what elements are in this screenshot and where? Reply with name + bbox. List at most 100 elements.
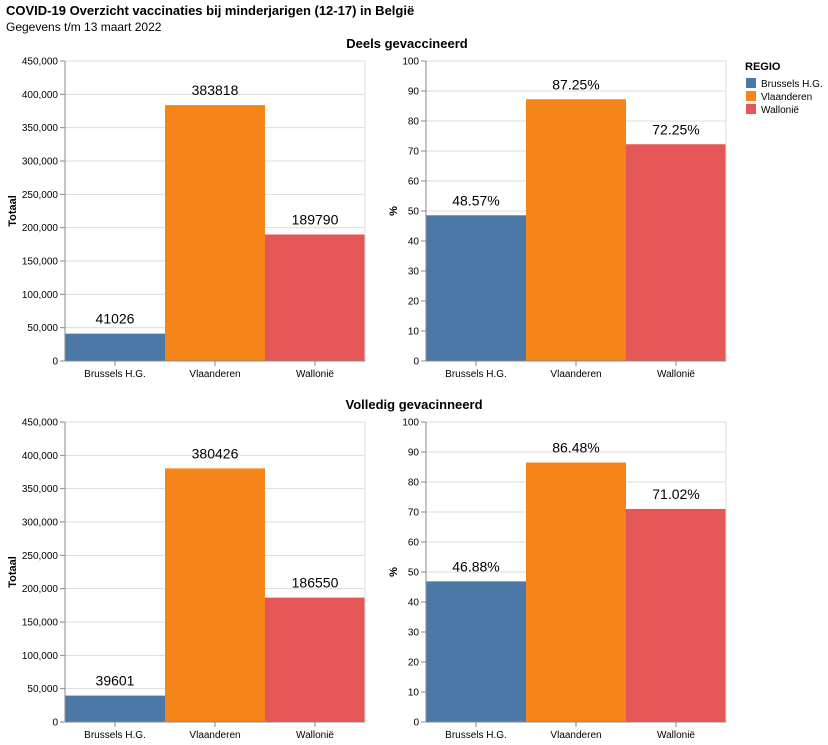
y-tick-label: 90 [408, 87, 420, 98]
y-tick-label: 50,000 [27, 323, 58, 334]
y-tick-label: 0 [413, 357, 419, 368]
y-tick-label: 400,000 [22, 451, 59, 462]
y-tick-label: 30 [408, 628, 420, 639]
y-tick-label: 50,000 [27, 684, 58, 695]
y-tick-label: 80 [408, 478, 420, 489]
y-tick-label: 60 [408, 538, 420, 549]
legend-label: Vlaanderen [761, 92, 812, 103]
y-tick-label: 350,000 [22, 123, 59, 134]
y-tick-label: 250,000 [22, 551, 59, 562]
x-tick-label: Brussels H.G. [84, 369, 146, 380]
x-tick-label: Wallonië [296, 369, 334, 380]
bar [626, 508, 726, 722]
bar [526, 99, 626, 361]
y-tick-label: 100 [402, 57, 419, 68]
page-subtitle: Gegevens t/m 13 maart 2022 [6, 20, 162, 34]
bar [65, 695, 165, 722]
bar [165, 468, 265, 722]
legend-title: REGIO [745, 61, 781, 73]
legend-swatch [746, 104, 756, 114]
y-tick-label: 150,000 [22, 257, 59, 268]
bar [526, 462, 626, 722]
data-label: 72.25% [652, 121, 699, 137]
y-axis-title: % [388, 206, 400, 216]
y-tick-label: 200,000 [22, 584, 59, 595]
y-tick-label: 40 [408, 598, 420, 609]
y-axis-title: Totaal [7, 195, 19, 227]
y-axis-title: Totaal [7, 556, 19, 588]
data-label: 380426 [192, 445, 239, 461]
y-tick-label: 50 [408, 568, 420, 579]
x-tick-label: Wallonië [657, 369, 695, 380]
chart-panel: 0 10 20 30 40 50 60 70 80 90 100 48.57% 87.25% 72.25%… [388, 57, 727, 380]
legend-swatch [746, 78, 756, 88]
x-tick-label: Vlaanderen [550, 730, 601, 741]
y-tick-label: 70 [408, 147, 420, 158]
bar [626, 144, 726, 361]
chart-panel: 0 10 20 30 40 50 60 70 80 90 100 46.88% 86.48% 71.02%… [388, 418, 727, 741]
legend-items: Brussels H.G. Vlaanderen Wallonië [746, 78, 823, 116]
legend-swatch [746, 91, 756, 101]
x-tick-label: Brussels H.G. [445, 369, 507, 380]
data-label: 39601 [96, 673, 135, 689]
y-tick-label: 150,000 [22, 618, 59, 629]
y-tick-label: 0 [413, 718, 419, 729]
y-tick-label: 40 [408, 237, 420, 248]
y-tick-label: 80 [408, 117, 420, 128]
y-tick-label: 10 [408, 688, 420, 699]
y-tick-label: 350,000 [22, 484, 59, 495]
y-tick-label: 400,000 [22, 90, 59, 101]
legend-label: Brussels H.G. [761, 79, 823, 90]
y-tick-label: 250,000 [22, 190, 59, 201]
y-tick-label: 300,000 [22, 157, 59, 168]
x-tick-label: Wallonië [296, 730, 334, 741]
y-tick-label: 100,000 [22, 651, 59, 662]
y-tick-label: 10 [408, 327, 420, 338]
x-tick-label: Vlaanderen [189, 369, 240, 380]
chart-panels: 0 50,000 100,000 150,000 200,000 250,000 300,0… [7, 57, 727, 741]
y-tick-label: 50 [408, 207, 420, 218]
chart-panel: 0 50,000 100,000 150,000 200,000 250,000 300,0… [7, 418, 366, 741]
data-label: 46.88% [452, 558, 499, 574]
y-tick-label: 450,000 [22, 57, 59, 68]
y-tick-label: 30 [408, 267, 420, 278]
data-label: 86.48% [552, 440, 599, 456]
data-label: 41026 [96, 311, 135, 327]
bar [426, 215, 526, 361]
y-axis-title: % [388, 567, 400, 577]
y-tick-label: 70 [408, 508, 420, 519]
bar [165, 105, 265, 361]
chart-panel: 0 50,000 100,000 150,000 200,000 250,000 300,0… [7, 57, 366, 380]
y-tick-label: 200,000 [22, 223, 59, 234]
row-title-full: Volledig gevacinneerd [345, 397, 482, 412]
bar [265, 597, 365, 722]
y-tick-label: 450,000 [22, 418, 59, 429]
bar [426, 581, 526, 722]
x-tick-label: Vlaanderen [189, 730, 240, 741]
data-label: 48.57% [452, 192, 499, 208]
data-label: 186550 [292, 575, 339, 591]
x-tick-label: Vlaanderen [550, 369, 601, 380]
y-tick-label: 0 [52, 357, 58, 368]
data-label: 87.25% [552, 76, 599, 92]
y-tick-label: 20 [408, 297, 420, 308]
data-label: 71.02% [652, 486, 699, 502]
y-tick-label: 60 [408, 177, 420, 188]
y-tick-label: 100 [402, 418, 419, 429]
bar [265, 234, 365, 361]
y-tick-label: 100,000 [22, 290, 59, 301]
legend-label: Wallonië [761, 105, 799, 116]
y-tick-label: 20 [408, 658, 420, 669]
y-tick-label: 300,000 [22, 518, 59, 529]
page-title: COVID-19 Overzicht vaccinaties bij minde… [6, 3, 415, 18]
x-tick-label: Brussels H.G. [445, 730, 507, 741]
data-label: 383818 [192, 82, 239, 98]
x-tick-label: Brussels H.G. [84, 730, 146, 741]
x-tick-label: Wallonië [657, 730, 695, 741]
legend: REGIO Brussels H.G. Vlaanderen Wallonië [745, 61, 823, 116]
y-tick-label: 90 [408, 448, 420, 459]
bar [65, 333, 165, 361]
data-label: 189790 [292, 211, 339, 227]
row-title-partial: Deels gevaccineerd [346, 36, 467, 51]
